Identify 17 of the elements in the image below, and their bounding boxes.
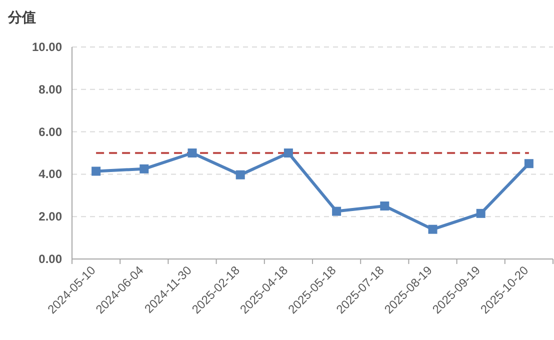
point: [380, 202, 390, 210]
point: [428, 224, 438, 234]
y-axis-title: 分值: [7, 9, 36, 25]
point: [140, 164, 149, 174]
point: [476, 208, 486, 218]
point: [92, 166, 101, 176]
y-tick-label: 10.00: [32, 40, 62, 54]
y-tick-label: 0.00: [38, 252, 62, 266]
point: [524, 159, 534, 168]
y-tick-label: 4.00: [38, 167, 62, 182]
y-tick-label: 6.00: [38, 124, 62, 139]
point: [332, 206, 342, 216]
y-tick-label: 2.00: [38, 210, 62, 224]
point: [188, 148, 197, 158]
y-tick-label: 8.00: [38, 82, 62, 96]
point: [236, 170, 245, 180]
point: [284, 148, 293, 158]
